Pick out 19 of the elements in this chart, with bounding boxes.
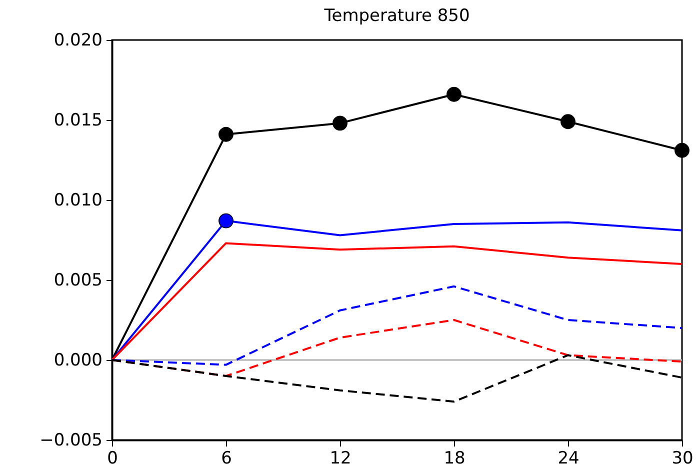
y-tick-label: −0.005 bbox=[40, 430, 102, 450]
point bbox=[218, 213, 234, 228]
point bbox=[560, 114, 576, 130]
x-tick-label: 30 bbox=[672, 448, 694, 468]
point bbox=[674, 142, 690, 158]
x-tick-label: 6 bbox=[221, 448, 232, 468]
point bbox=[332, 116, 348, 131]
x-tick-label: 18 bbox=[444, 448, 466, 468]
point bbox=[446, 86, 462, 102]
point bbox=[218, 126, 234, 142]
x-tick-label: 24 bbox=[558, 448, 580, 468]
x-tick-label: 0 bbox=[107, 448, 118, 468]
x-tick-label: 12 bbox=[330, 448, 352, 468]
y-tick-label: 0.000 bbox=[54, 350, 102, 370]
y-tick-label: 0.020 bbox=[54, 30, 102, 50]
chart-title: Temperature 850 bbox=[323, 6, 470, 26]
y-tick-label: 0.005 bbox=[54, 270, 102, 290]
y-tick-label: 0.010 bbox=[54, 190, 102, 210]
y-tick-label: 0.015 bbox=[54, 110, 102, 130]
